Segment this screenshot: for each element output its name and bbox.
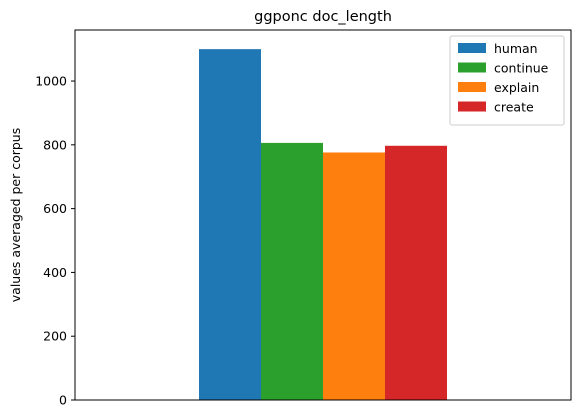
bar-continue bbox=[261, 142, 323, 400]
y-tick-label: 600 bbox=[43, 201, 67, 216]
y-tick-label: 200 bbox=[43, 329, 67, 344]
plot-frame bbox=[74, 29, 572, 401]
legend-swatch-explain bbox=[458, 82, 486, 92]
plot-area: 0 200 400 600 800 1000 bbox=[35, 29, 572, 408]
legend-swatch-continue bbox=[458, 62, 486, 73]
bar-explain bbox=[323, 152, 385, 400]
y-tick-label: 1000 bbox=[35, 74, 67, 89]
chart-title: ggponc doc_length bbox=[254, 9, 392, 25]
y-tick-label: 800 bbox=[43, 137, 67, 152]
legend-label-create: create bbox=[494, 100, 534, 115]
legend-label-explain: explain bbox=[494, 80, 539, 95]
y-tick-label: 400 bbox=[43, 265, 67, 280]
bar-human bbox=[199, 49, 261, 400]
bar-create bbox=[385, 145, 447, 400]
y-tick-label: 0 bbox=[59, 393, 67, 408]
legend-label-human: human bbox=[494, 41, 538, 56]
legend-label-continue: continue bbox=[494, 61, 549, 76]
legend-swatch-human bbox=[458, 43, 486, 53]
legend-swatch-create bbox=[458, 101, 486, 112]
y-axis-label: values averaged per corpus bbox=[8, 128, 23, 302]
legend: human continue explain create bbox=[449, 35, 565, 126]
